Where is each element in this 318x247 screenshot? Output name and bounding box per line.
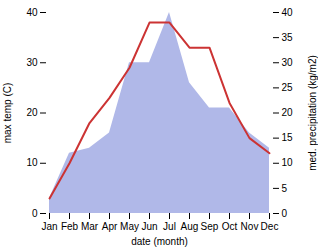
svg-text:10: 10 xyxy=(26,157,38,168)
svg-text:35: 35 xyxy=(282,32,294,43)
svg-text:Nov: Nov xyxy=(241,221,259,232)
svg-text:5: 5 xyxy=(282,183,288,194)
svg-text:40: 40 xyxy=(282,7,294,18)
svg-text:Jun: Jun xyxy=(141,221,157,232)
svg-text:date (month): date (month) xyxy=(131,236,188,247)
svg-text:max temp (C): max temp (C) xyxy=(2,83,13,144)
svg-text:Feb: Feb xyxy=(61,221,79,232)
svg-text:30: 30 xyxy=(26,57,38,68)
svg-text:20: 20 xyxy=(26,107,38,118)
svg-text:Mar: Mar xyxy=(81,221,99,232)
svg-text:Sep: Sep xyxy=(201,221,219,232)
svg-text:Oct: Oct xyxy=(222,221,238,232)
svg-text:20: 20 xyxy=(282,107,294,118)
svg-text:Jul: Jul xyxy=(163,221,176,232)
svg-text:Apr: Apr xyxy=(102,221,118,232)
svg-text:Dec: Dec xyxy=(261,221,279,232)
svg-text:0: 0 xyxy=(32,208,38,219)
svg-text:Aug: Aug xyxy=(181,221,199,232)
svg-text:40: 40 xyxy=(26,7,38,18)
svg-text:Jan: Jan xyxy=(41,221,57,232)
svg-text:25: 25 xyxy=(282,82,294,93)
svg-text:15: 15 xyxy=(282,132,294,143)
svg-text:0: 0 xyxy=(282,208,288,219)
svg-text:May: May xyxy=(120,221,139,232)
svg-text:30: 30 xyxy=(282,57,294,68)
svg-text:med. precipitation (kg/m2): med. precipitation (kg/m2) xyxy=(307,55,318,171)
svg-text:10: 10 xyxy=(282,157,294,168)
